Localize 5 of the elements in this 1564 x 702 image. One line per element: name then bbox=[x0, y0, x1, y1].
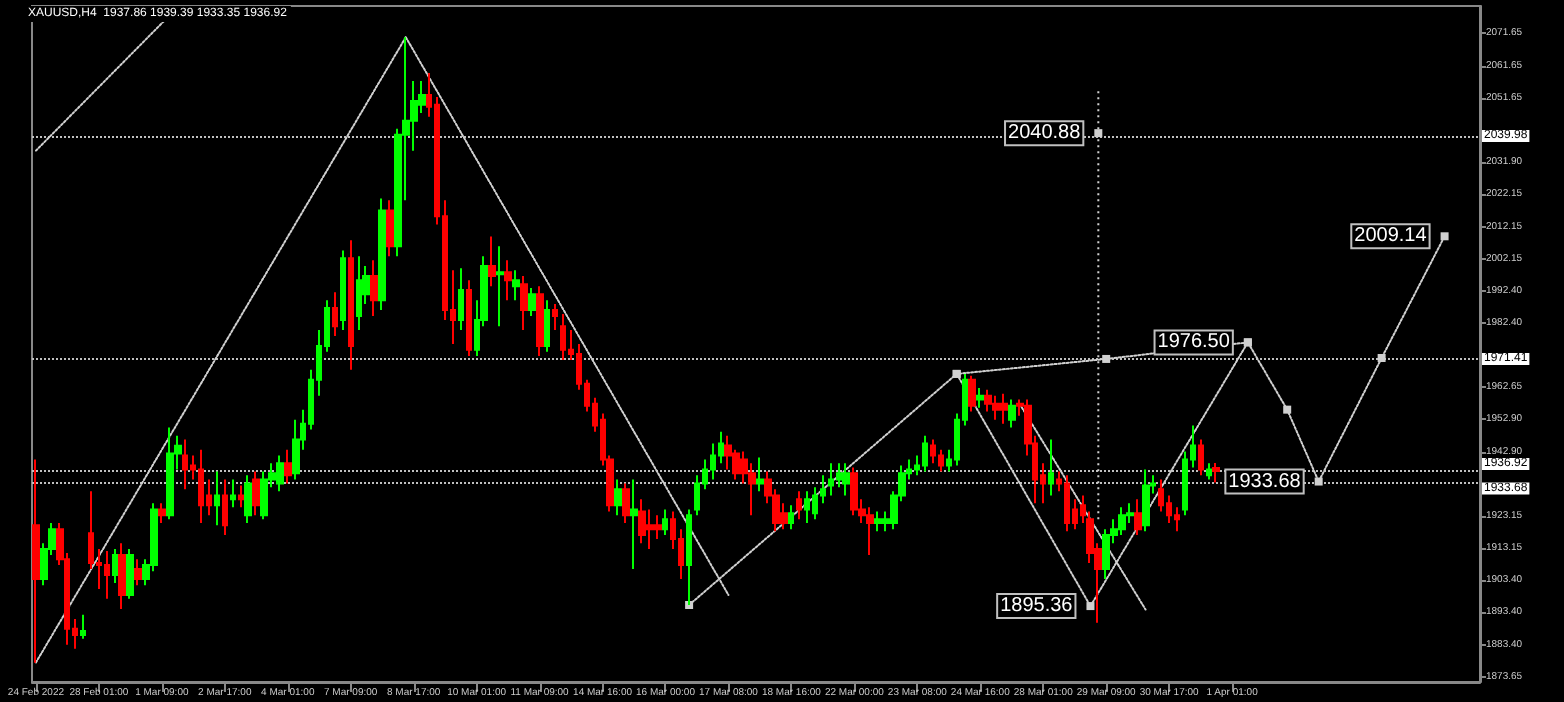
data-label: 1933.68 bbox=[1228, 470, 1302, 493]
data-label: 1895.36 bbox=[1000, 595, 1074, 618]
data-label: 2009.14 bbox=[1354, 225, 1428, 248]
data-label: 2040.88 bbox=[1008, 122, 1082, 145]
data-label: 1976.50 bbox=[1157, 331, 1231, 354]
